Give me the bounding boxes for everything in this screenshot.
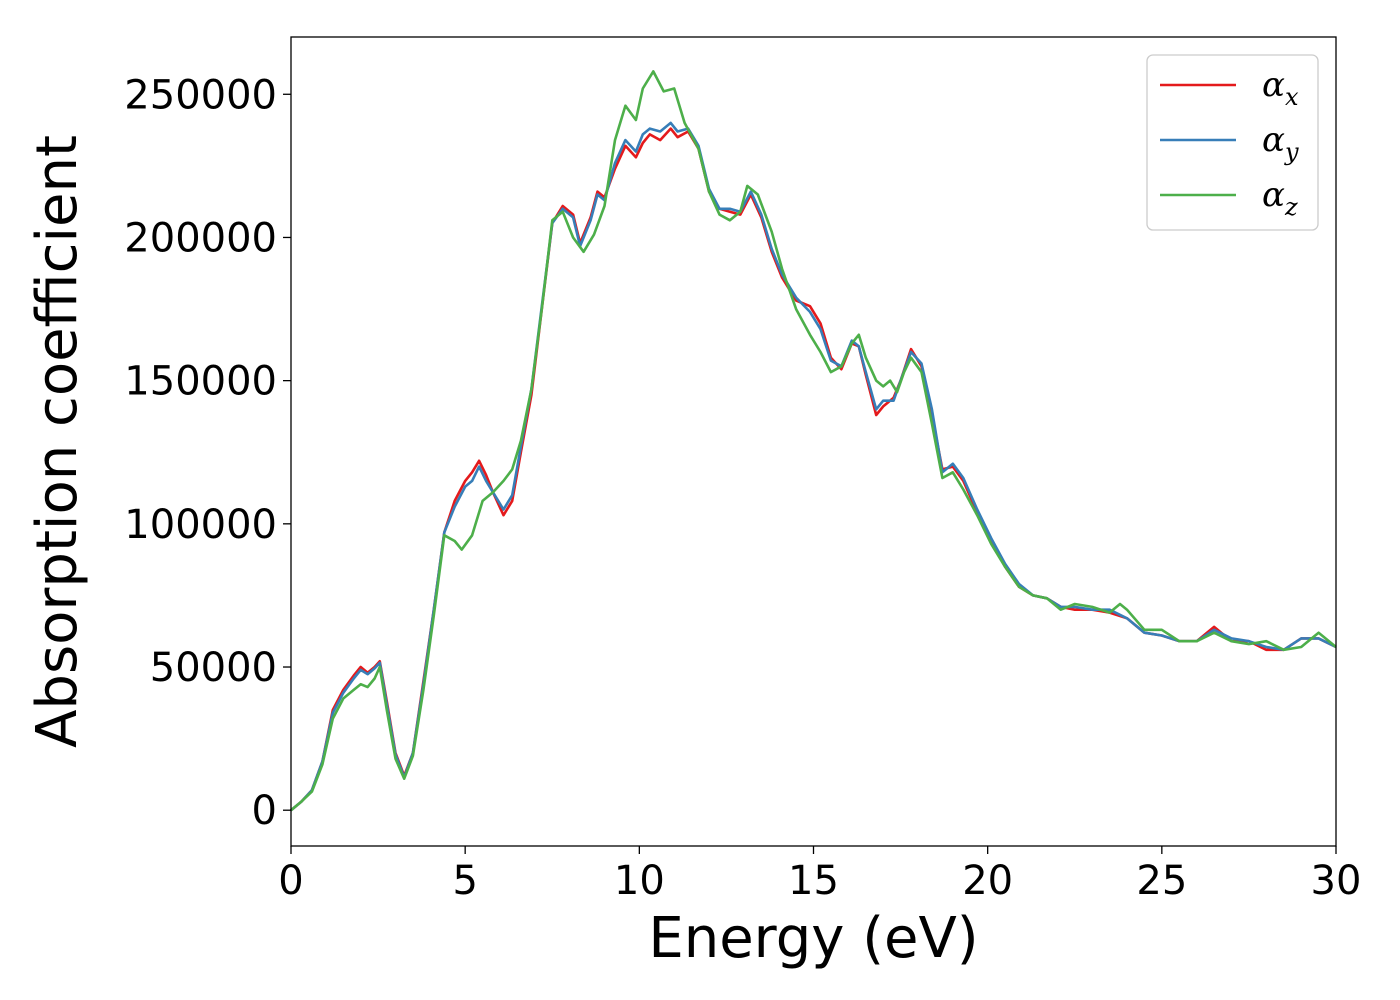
series-line-z (290, 70, 1337, 812)
x-tick-label: 25 (1136, 858, 1187, 904)
x-axis-ticks: 0 5 10 15 20 25 30 (278, 846, 1361, 904)
y-tick-label: 150000 (124, 359, 277, 405)
x-tick-label: 0 (278, 858, 303, 904)
x-tick-label: 15 (788, 858, 839, 904)
y-axis-label: Absorption coefficient (25, 135, 90, 748)
y-tick-label: 100000 (124, 502, 277, 548)
y-tick-label: 200000 (124, 215, 277, 261)
y-tick-label: 50000 (150, 645, 277, 691)
x-tick-label: 20 (962, 858, 1013, 904)
legend-box (1146, 54, 1319, 231)
x-axis-label: Energy (eV) (648, 906, 978, 971)
legend-label-z: αz (1262, 175, 1298, 221)
y-axis-ticks: 0 50000 100000 150000 200000 250000 (124, 72, 291, 834)
y-tick-label: 0 (252, 788, 277, 834)
legend-label-y: αy (1262, 120, 1299, 166)
x-tick-label: 30 (1311, 858, 1362, 904)
legend-label-x: αx (1262, 65, 1299, 111)
x-tick-label: 5 (452, 858, 477, 904)
x-tick-label: 10 (614, 858, 665, 904)
series-lines (290, 70, 1337, 812)
y-tick-label: 250000 (124, 72, 277, 118)
legend: αx αy αz (1146, 54, 1319, 231)
